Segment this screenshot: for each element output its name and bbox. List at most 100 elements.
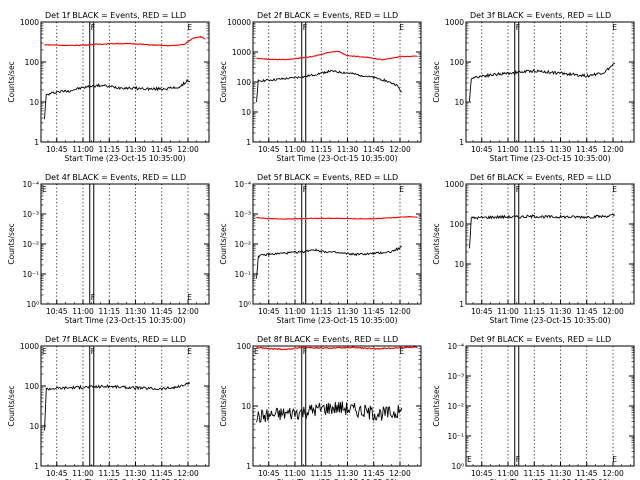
chart-panel: Det 5f BLACK = Events, RED = LLD 10:45 11:… [219,173,422,325]
x-axis-label: Start Time (23-Oct-15 10:35:00) [64,478,185,480]
x-tick-label: 10:45 [258,145,280,154]
y-axis-label: Counts/sec [432,223,441,264]
x-tick-label: 10:45 [46,145,68,154]
y-tick-label: 10 [29,98,39,107]
state-marker-label: E [187,23,192,32]
x-tick-label: 11:45 [576,469,598,478]
x-tick-label: 12:00 [602,145,624,154]
lld-series-line [256,50,418,61]
x-axis-label: Start Time (23-Oct-15 10:35:00) [64,154,185,163]
y-tick-label: 10⁻¹ [447,432,464,441]
state-marker-label: E [612,185,617,194]
y-tick-label: 100 [450,220,465,229]
y-tick-label: 1 [34,138,39,147]
y-tick-label: 10⁻³ [447,372,464,381]
y-tick-label: 10⁻¹ [22,270,39,279]
y-tick-label: 1000 [445,180,464,189]
x-axis-label: Start Time (23-Oct-15 10:35:00) [276,478,397,480]
chart-panel: Det 7f BLACK = Events, RED = LLD 10:45 11:… [7,335,210,480]
y-axis-label: Counts/sec [219,223,228,264]
plot-frame [252,183,422,305]
y-tick-label: 1 [34,462,39,471]
x-tick-label: 10:45 [471,469,493,478]
x-tick-label: 12:00 [389,145,411,154]
chart-panel: Det 6f BLACK = Events, RED = LLD 10:45 11:… [432,173,635,325]
x-tick-label: 11:15 [98,469,120,478]
chart-title: Det 5f BLACK = Events, RED = LLD [257,173,398,182]
state-marker-label: F [516,23,520,32]
chart-title: Det 4f BLACK = Events, RED = LLD [45,173,186,182]
x-tick-label: 10:45 [46,307,68,316]
x-tick-label: 11:00 [497,145,519,154]
y-axis-label: Counts/sec [432,61,441,102]
state-marker-label: E [467,455,472,464]
chart-title: Det 2f BLACK = Events, RED = LLD [257,11,398,20]
chart-panel: Det 3f BLACK = Events, RED = LLD 10:45 11:… [432,11,635,163]
x-axis-label: Start Time (23-Oct-15 10:35:00) [489,316,610,325]
y-tick-label: 100 [237,78,252,87]
y-tick-label: 1000 [20,342,39,351]
plot-frame [40,21,210,143]
state-marker-label: E [612,455,617,464]
plot-frame [40,183,210,305]
events-series-line [44,381,191,431]
x-tick-label: 12:00 [177,469,199,478]
state-marker-label: E [187,293,192,302]
x-tick-label: 12:00 [177,145,199,154]
lld-series-line [256,346,418,351]
y-tick-label: 10 [29,422,39,431]
y-tick-label: 1 [246,138,251,147]
events-series-line [44,78,191,120]
x-tick-label: 10:45 [258,307,280,316]
state-marker-label: F [303,23,307,32]
y-tick-label: 100 [25,58,40,67]
y-tick-label: 100 [25,382,40,391]
lld-series-line [256,215,418,220]
x-tick-label: 12:00 [602,307,624,316]
x-tick-label: 11:45 [151,145,173,154]
x-tick-label: 12:00 [389,307,411,316]
chart-panel: Det 2f BLACK = Events, RED = LLD 10:45 11:… [219,11,422,163]
state-marker-label: F [91,293,95,302]
events-series-line [256,69,402,103]
y-tick-label: 1 [246,462,251,471]
state-marker-label: F [303,185,307,194]
x-tick-label: 11:00 [72,307,94,316]
state-marker-label: F [91,347,95,356]
x-tick-label: 11:15 [523,145,545,154]
y-tick-label: 10⁻³ [22,210,39,219]
x-tick-label: 11:15 [523,307,545,316]
x-tick-label: 11:30 [337,307,359,316]
x-axis-label: Start Time (23-Oct-15 10:35:00) [276,154,397,163]
x-tick-label: 11:45 [363,307,385,316]
y-axis-label: Counts/sec [7,385,16,426]
state-marker-label: E [254,347,259,356]
x-tick-label: 11:00 [497,469,519,478]
state-marker-label: E [399,185,404,194]
events-series-line [469,62,616,102]
state-marker-label: F [91,23,95,32]
x-tick-label: 11:30 [337,469,359,478]
x-tick-label: 11:30 [125,307,147,316]
plot-frame [465,21,635,143]
chart-panel: Det 1f BLACK = Events, RED = LLD 10:45 11:… [7,11,210,163]
x-axis-label: Start Time (23-Oct-15 10:35:00) [489,154,610,163]
chart-title: Det 6f BLACK = Events, RED = LLD [470,173,611,182]
x-tick-label: 11:45 [363,469,385,478]
y-tick-label: 10⁻¹ [234,270,251,279]
x-tick-label: 11:15 [310,145,332,154]
state-marker-label: E [612,23,617,32]
x-tick-label: 11:30 [550,469,572,478]
y-tick-label: 10⁻⁴ [22,180,39,189]
chart-panel: Det 8f BLACK = Events, RED = LLD 10:45 11:… [219,335,422,480]
y-tick-label: 10⁻² [234,240,251,249]
y-tick-label: 10 [454,98,464,107]
y-tick-label: 10 [241,402,251,411]
state-marker-label: E [42,347,47,356]
x-axis-label: Start Time (23-Oct-15 10:35:00) [276,316,397,325]
y-tick-label: 10⁻² [22,240,39,249]
x-tick-label: 11:15 [98,145,120,154]
x-tick-label: 11:15 [523,469,545,478]
y-tick-label: 100 [450,58,465,67]
